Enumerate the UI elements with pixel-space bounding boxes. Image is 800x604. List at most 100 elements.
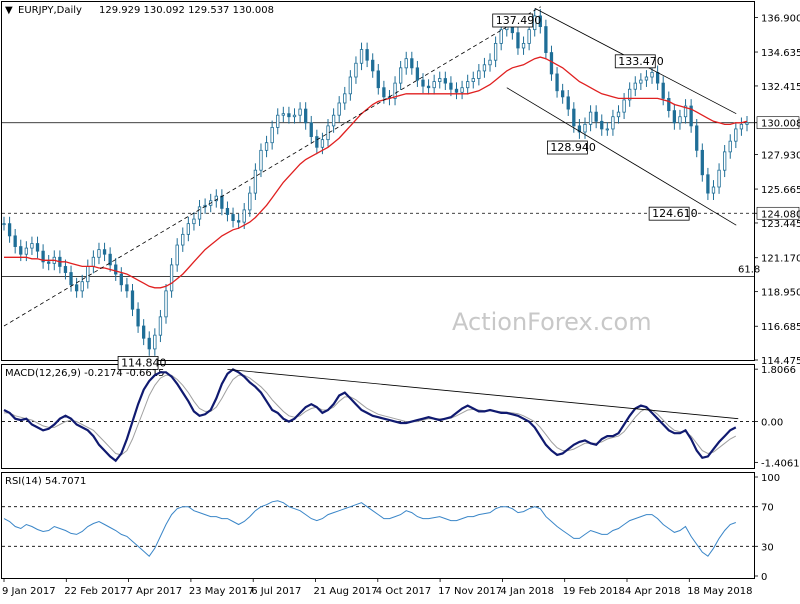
price-bar-body	[655, 72, 660, 84]
price-bar-body	[700, 149, 704, 176]
rsi-axis-label: 100	[761, 473, 780, 484]
price-bar-body	[119, 273, 123, 286]
macd-axis-label: 0.00	[761, 418, 783, 429]
date-axis-label: 21 Aug 2017	[314, 586, 378, 597]
date-axis-label: 22 Feb 2017	[64, 586, 126, 597]
annotation-box	[614, 54, 656, 69]
macd-panel-frame	[1, 364, 755, 469]
price-axis-label: 125.665	[761, 185, 800, 196]
date-axis-label: 4 Jan 2018	[500, 586, 554, 597]
price-bar-body	[628, 88, 632, 101]
price-bar-body	[108, 253, 112, 266]
price-bar-body	[41, 250, 45, 263]
price-bar-body	[421, 79, 425, 87]
price-axis-label: 130.008	[761, 119, 800, 130]
price-bar-body	[337, 102, 341, 116]
price-bar-body	[214, 195, 218, 202]
price-bar-body	[359, 49, 364, 64]
rsi-panel-frame	[1, 472, 755, 579]
fib-level-label: 61.8	[738, 264, 760, 275]
price-bar-body	[723, 151, 727, 171]
annotation-label: 114.840	[121, 356, 167, 369]
price-bar-body	[443, 78, 447, 84]
price-bar-body	[398, 67, 403, 84]
price-bar-body	[331, 114, 336, 127]
price-bar-body	[560, 90, 565, 98]
price-bar-body	[521, 42, 526, 49]
price-bar-body	[454, 88, 459, 93]
price-bar-body	[125, 284, 129, 292]
rsi-label: RSI(14) 54.7071	[5, 476, 86, 487]
price-bar-body	[404, 58, 408, 69]
price-bar-body	[74, 284, 79, 292]
price-bar-body	[63, 266, 68, 273]
annotation-label: 133.470	[618, 55, 664, 68]
price-bar-body	[415, 67, 420, 81]
price-bar-body	[644, 76, 649, 81]
price-bar-body	[169, 264, 174, 292]
price-bar-body	[739, 123, 744, 130]
price-bar-body	[47, 261, 51, 264]
price-bar-body	[393, 82, 397, 99]
rsi-panel	[2, 500, 754, 557]
price-bar-body	[153, 334, 157, 350]
price-bar-body	[86, 266, 90, 283]
price-axis-label: 132.415	[761, 82, 800, 93]
rsi-line	[3, 500, 736, 557]
price-bar-body	[270, 127, 274, 144]
macd-label: MACD(12,26,9) -0.2174 -0.6615	[5, 368, 165, 379]
price-bar-body	[147, 337, 151, 350]
price-bar-body	[728, 140, 732, 153]
macd-axis-label: 1.8066	[761, 365, 796, 376]
date-axis-label: 9 Jan 2017	[2, 586, 56, 597]
annotation-label: 128.940	[550, 141, 596, 154]
trendline	[3, 6, 541, 327]
price-bar-body	[622, 99, 626, 113]
price-bar-body	[97, 249, 101, 258]
price-bar-body	[19, 246, 23, 255]
price-bar-body	[175, 244, 179, 266]
price-bar-body	[371, 59, 375, 72]
price-bar-body	[320, 139, 325, 148]
price-bar-body	[611, 116, 615, 130]
price-bar-body	[7, 223, 12, 237]
price-bar-body	[236, 220, 241, 223]
price-bar-body	[706, 174, 710, 194]
price-bar-body	[432, 81, 436, 89]
symbol-label: EURJPY,Daily	[18, 5, 82, 16]
date-axis-label: 4 Apr 2018	[625, 586, 680, 597]
price-bar-body	[197, 206, 202, 220]
price-bar-body	[343, 93, 347, 104]
price-bar-body	[426, 85, 431, 89]
price-bar-body	[678, 116, 682, 124]
price-axis-label: 136.900	[761, 13, 800, 24]
price-bar-body	[449, 82, 453, 90]
price-bar-body	[136, 308, 140, 327]
ohlc-label: 129.929 130.092 129.537 130.008	[99, 5, 274, 16]
price-bar-body	[225, 207, 230, 215]
annotation-box	[492, 13, 534, 28]
price-bar-body	[605, 128, 609, 131]
macd-line	[3, 368, 737, 463]
date-axis-label: 17 Nov 2017	[438, 586, 502, 597]
price-bar-body	[438, 78, 442, 82]
price-bar-body	[661, 82, 665, 99]
price-bar-body	[410, 58, 414, 69]
price-axis-label: 134.635	[761, 48, 800, 59]
price-bar-body	[259, 149, 263, 171]
price-bar-body	[711, 186, 716, 194]
price-bar-body	[102, 249, 107, 255]
price-bar-body	[482, 64, 487, 72]
price-bar-body	[348, 76, 353, 95]
watermark: ActionForex.com	[452, 308, 652, 336]
price-bar-body	[493, 42, 498, 61]
price-bar-body	[242, 209, 246, 223]
price-bar-body	[538, 15, 542, 27]
price-bar-body	[376, 70, 380, 89]
price-bar-body	[287, 113, 291, 118]
price-bar-body	[114, 264, 118, 275]
price-bar-body	[667, 97, 671, 112]
price-axis-label: 124.080	[761, 209, 800, 220]
price-bar-body	[35, 243, 40, 252]
